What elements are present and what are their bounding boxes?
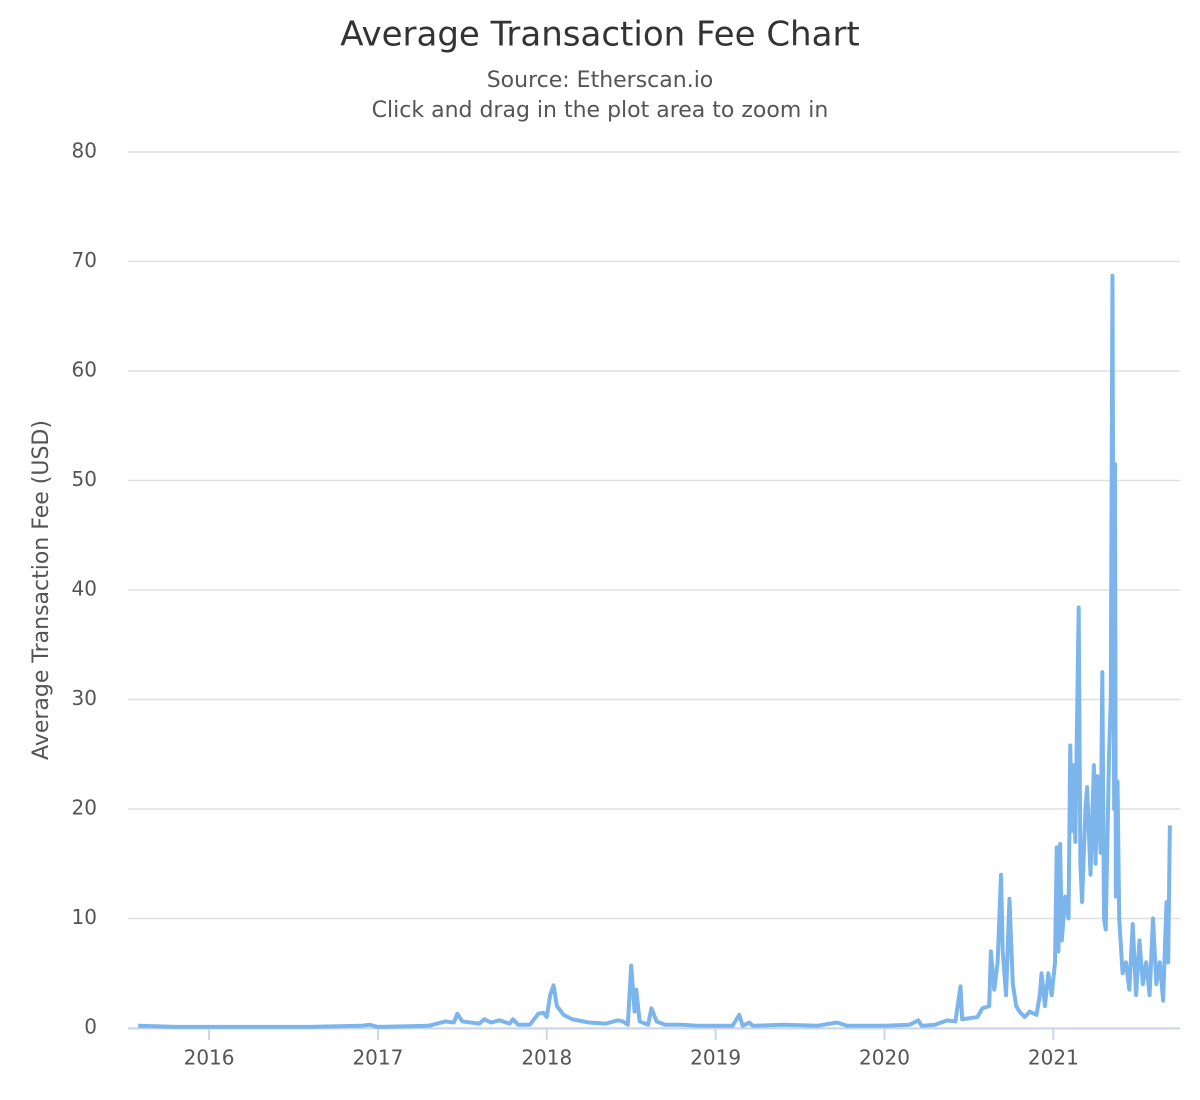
y-tick-label: 40 bbox=[72, 577, 97, 601]
y-tick-label: 60 bbox=[72, 358, 97, 382]
x-tick-label: 2020 bbox=[859, 1046, 910, 1070]
y-tick-label: 80 bbox=[72, 139, 97, 163]
x-tick-label: 2016 bbox=[184, 1046, 235, 1070]
chart-subtitle: Click and drag in the plot area to zoom … bbox=[372, 98, 829, 123]
y-tick-label: 20 bbox=[72, 796, 97, 820]
y-tick-label: 50 bbox=[72, 467, 97, 491]
x-tick-label: 2019 bbox=[690, 1046, 741, 1070]
chart-subtitle: Source: Etherscan.io bbox=[487, 68, 714, 93]
chart-title: Average Transaction Fee Chart bbox=[340, 15, 860, 55]
x-tick-label: 2018 bbox=[521, 1046, 572, 1070]
y-tick-label: 30 bbox=[72, 686, 97, 710]
x-tick-label: 2021 bbox=[1028, 1046, 1079, 1070]
y-tick-label: 70 bbox=[72, 248, 97, 272]
y-tick-label: 10 bbox=[72, 905, 97, 929]
line-series bbox=[138, 273, 1172, 1029]
y-axis-title: Average Transaction Fee (USD) bbox=[29, 420, 54, 760]
x-tick-label: 2017 bbox=[352, 1046, 403, 1070]
y-tick-label: 0 bbox=[84, 1015, 97, 1039]
